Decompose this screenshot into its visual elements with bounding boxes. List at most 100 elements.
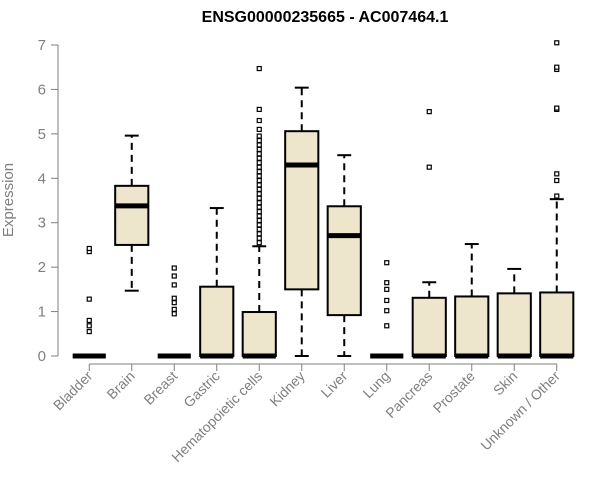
x-tick-label: Lung (360, 368, 393, 401)
x-tick-label: Skin (490, 368, 521, 399)
y-axis-label: Expression (0, 163, 17, 237)
outlier-point (384, 280, 390, 286)
box-iqr (284, 130, 320, 291)
box-brain (114, 134, 150, 292)
outlier-point (256, 177, 262, 184)
outlier-point (256, 235, 262, 241)
x-tick-label: Brain (103, 368, 137, 402)
box-iqr (411, 296, 447, 358)
box-prostate (454, 243, 490, 359)
outlier-point (171, 295, 177, 301)
outlier-point (86, 323, 92, 329)
box-iqr (326, 205, 362, 317)
outlier-point (256, 137, 262, 144)
outlier-point (256, 164, 262, 170)
outlier-point (426, 109, 432, 115)
outlier-point (554, 177, 560, 184)
outlier-point (86, 317, 92, 324)
outlier-point (256, 155, 262, 161)
box-kidney (284, 86, 320, 357)
outlier-point (171, 306, 177, 312)
outlier-point (384, 286, 390, 292)
outlier-point (256, 126, 262, 133)
outlier-point (256, 169, 262, 175)
outlier-point (554, 193, 560, 199)
outlier-point (554, 171, 560, 177)
outlier-point (384, 323, 390, 329)
outlier-point (384, 260, 390, 266)
outlier-point (256, 182, 262, 188)
outlier-point (256, 186, 262, 192)
outlier-point (256, 65, 262, 72)
outlier-point (256, 240, 262, 246)
x-tick-label: Kidney (266, 368, 308, 410)
outlier-point (256, 204, 262, 210)
outlier-point (86, 296, 92, 302)
box-lung (370, 260, 404, 359)
outlier-point (256, 106, 262, 113)
y-tick-label: 3 (38, 215, 46, 232)
y-tick-label: 0 (38, 348, 46, 365)
outlier-point (256, 226, 262, 232)
box-iqr (199, 285, 235, 358)
box-skin (496, 267, 532, 359)
box-liver (326, 154, 362, 357)
box-breast (157, 265, 191, 359)
y-tick-label: 5 (38, 126, 46, 143)
box-iqr (496, 292, 532, 357)
box-bladder (72, 245, 106, 359)
outlier-point (171, 282, 177, 288)
outlier-point (256, 231, 262, 237)
outlier-point (256, 213, 262, 219)
outlier-point (256, 151, 262, 157)
outlier-point (256, 222, 262, 228)
outlier-point (256, 173, 262, 179)
box-gastric (199, 207, 235, 359)
outlier-point (426, 164, 432, 170)
outlier-point (256, 146, 262, 153)
outlier-point (256, 217, 262, 224)
outlier-point (256, 160, 262, 166)
y-tick-label: 2 (38, 259, 46, 276)
x-tick-label: Unknown / Other (477, 368, 563, 454)
box-iqr (454, 295, 490, 358)
outlier-point (256, 133, 262, 139)
box-iqr (539, 291, 575, 357)
outlier-point (384, 308, 390, 314)
x-tick-label: Bladder (50, 368, 96, 414)
outlier-point (171, 265, 177, 271)
outlier-point (86, 245, 92, 252)
outlier-point (554, 40, 560, 46)
box-unknown-other (539, 40, 575, 359)
outlier-point (256, 142, 262, 148)
x-tick-label: Breast (140, 368, 180, 408)
outlier-point (86, 328, 92, 335)
box-iqr (241, 311, 277, 358)
outlier-point (171, 273, 177, 279)
x-tick-label: Pancreas (382, 368, 435, 421)
outlier-point (256, 200, 262, 206)
y-tick-label: 6 (38, 81, 46, 98)
y-tick-label: 7 (38, 37, 46, 54)
x-tick-label: Liver (318, 368, 351, 401)
outlier-point (171, 311, 177, 317)
chart-title: ENSG00000235665 - AC007464.1 (202, 9, 449, 26)
outlier-point (256, 191, 262, 197)
y-tick-label: 1 (38, 304, 46, 321)
outlier-point (384, 297, 390, 304)
box-hematopoietic-cells (241, 65, 277, 359)
box-iqr (114, 184, 150, 246)
outlier-point (256, 117, 262, 124)
outlier-point (256, 209, 262, 215)
outlier-point (554, 105, 560, 111)
outlier-point (554, 64, 560, 70)
outlier-point (256, 195, 262, 201)
x-tick-label: Prostate (430, 368, 478, 416)
box-pancreas (411, 109, 447, 359)
boxes-group (72, 40, 575, 359)
y-tick-label: 4 (38, 170, 46, 187)
y-axis: 0 1 2 3 4 5 6 7 (38, 37, 59, 365)
outlier-point (171, 300, 177, 306)
